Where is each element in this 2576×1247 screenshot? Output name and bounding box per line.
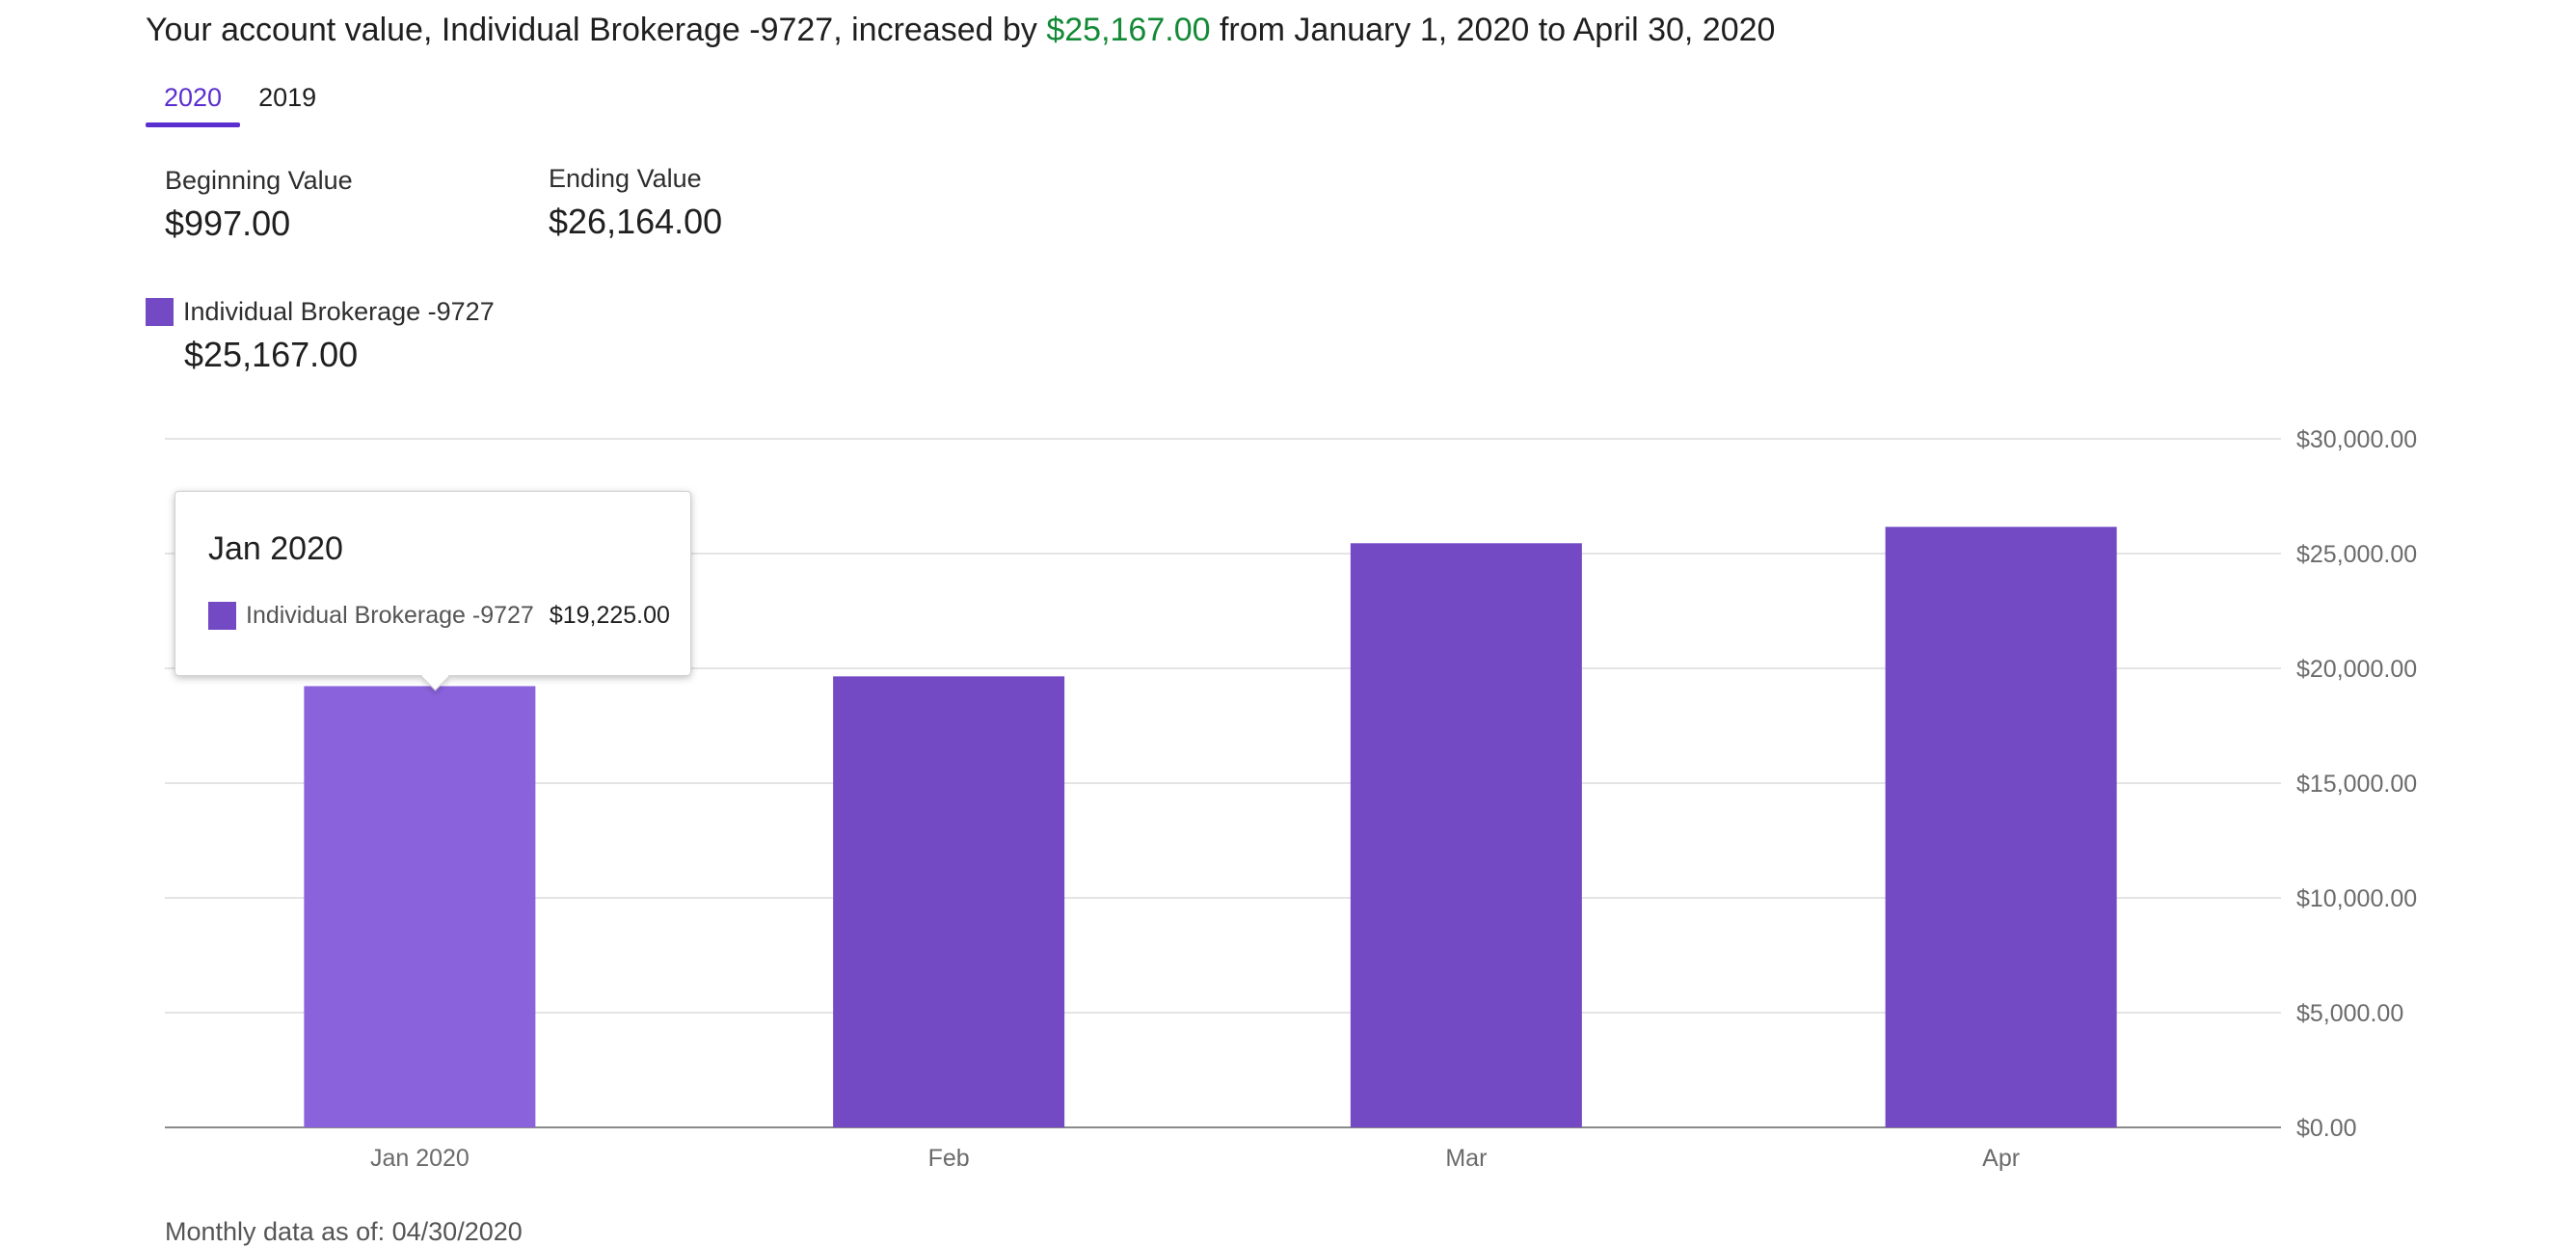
x-tick-label: Jan 2020 <box>370 1145 470 1172</box>
headline-suffix: from January 1, 2020 to April 30, 2020 <box>1219 12 1776 48</box>
bar-feb[interactable] <box>833 676 1065 1127</box>
y-tick-label: $0.00 <box>2296 1115 2357 1142</box>
year-tabs: 2020 2019 <box>146 79 335 129</box>
headline-increase-amount: $25,167.00 <box>1046 12 1211 48</box>
legend-series-name: Individual Brokerage -9727 <box>183 297 495 326</box>
tooltip-swatch <box>208 602 236 630</box>
headline-prefix: Your account value, Individual Brokerage… <box>146 12 1037 48</box>
tab-2019[interactable]: 2019 <box>258 83 317 112</box>
bar-apr[interactable] <box>1885 527 2117 1127</box>
tooltip-title: Jan 2020 <box>208 530 343 567</box>
bar-jan-2020[interactable] <box>304 686 536 1127</box>
tooltip-value: $19,225.00 <box>549 602 670 629</box>
ending-value-label: Ending Value <box>549 164 702 193</box>
legend-swatch <box>146 298 174 326</box>
chart-legend: Individual Brokerage -9727 $25,167.00 <box>146 297 495 375</box>
beginning-value-label: Beginning Value <box>165 166 353 195</box>
account-value-headline: Your account value, Individual Brokerage… <box>146 12 1775 49</box>
x-tick-label: Mar <box>1445 1145 1487 1172</box>
bar-mar[interactable] <box>1350 543 1582 1127</box>
beginning-value-block: Beginning Value $997.00 <box>165 166 353 244</box>
bar-tooltip: Jan 2020 Individual Brokerage -9727 $19,… <box>174 491 691 676</box>
tooltip-series-name: Individual Brokerage -9727 <box>246 602 534 629</box>
y-tick-label: $10,000.00 <box>2296 885 2417 912</box>
chart-labels: $0.00 $5,000.00 $10,000.00 $15,000.00 $20,00… <box>370 426 2417 1172</box>
ending-value-block: Ending Value $26,164.00 <box>549 164 722 242</box>
ending-value: $26,164.00 <box>549 202 723 241</box>
y-tick-label: $25,000.00 <box>2296 541 2417 568</box>
y-tick-label: $30,000.00 <box>2296 426 2417 453</box>
y-tick-label: $15,000.00 <box>2296 771 2417 798</box>
data-as-of-note: Monthly data as of: 04/30/2020 <box>165 1217 523 1246</box>
chart-bars <box>304 527 2117 1127</box>
tab-2020[interactable]: 2020 <box>146 79 241 127</box>
legend-series-value: $25,167.00 <box>184 335 359 374</box>
x-tick-label: Apr <box>1982 1145 2020 1172</box>
y-tick-label: $20,000.00 <box>2296 656 2417 683</box>
beginning-value: $997.00 <box>165 203 291 243</box>
x-tick-label: Feb <box>928 1145 970 1172</box>
y-tick-label: $5,000.00 <box>2296 1000 2403 1027</box>
